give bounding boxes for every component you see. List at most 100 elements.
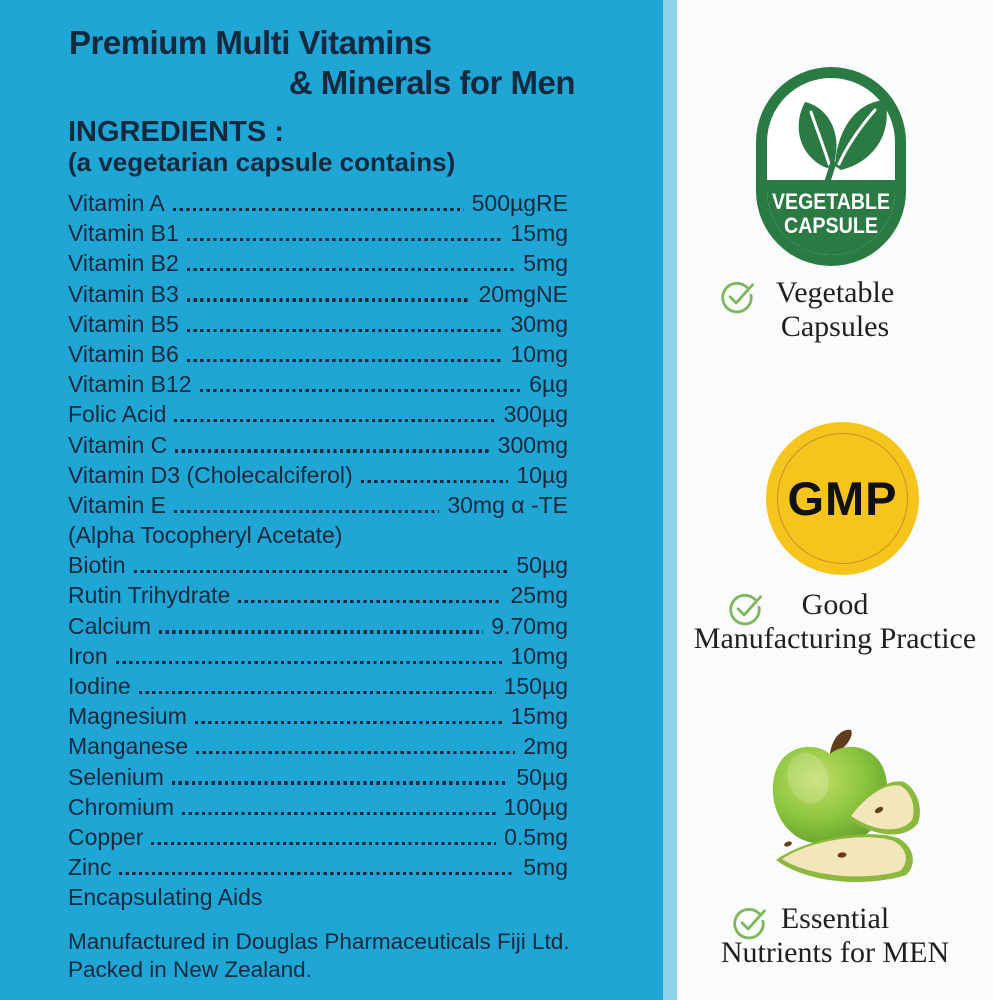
manufacturer-line: Manufactured in Douglas Pharmaceuticals …	[68, 929, 570, 954]
dotted-leader	[186, 268, 516, 272]
ingredient-name: Folic Acid	[68, 401, 167, 428]
gmp-inner-ring	[777, 433, 908, 564]
ingredient-row: Selenium 50µg	[68, 762, 568, 792]
ingredient-value: 30mg α -TE	[447, 491, 568, 518]
dotted-leader	[186, 328, 503, 332]
apple-slice	[848, 781, 920, 835]
ingredient-value: 50µg	[516, 552, 568, 579]
caption-line2: Manufacturing Practice	[693, 622, 977, 655]
ingredient-row: Biotin 50µg	[68, 550, 568, 580]
leaves-icon	[798, 100, 887, 186]
ingredient-name: Vitamin E	[68, 491, 167, 518]
ingredient-value: 100µg	[503, 793, 568, 820]
caption-line1: Vegetable	[775, 276, 895, 309]
caption-line2: Nutrients for MEN	[720, 936, 950, 969]
ingredient-name: Vitamin B5	[68, 310, 179, 337]
caption-line1: Good	[801, 588, 869, 621]
ingredient-row: Vitamin D3 (Cholecalciferol) 10µg	[68, 460, 568, 490]
dotted-leader	[238, 600, 503, 604]
dotted-leader	[186, 298, 471, 302]
ingredient-row: Vitamin B1 15mg	[68, 218, 568, 248]
caption-line1: Essential	[780, 902, 890, 935]
ingredient-row: Manganese 2mg	[68, 731, 568, 761]
dotted-leader	[138, 690, 496, 694]
ingredient-name: Magnesium	[68, 703, 187, 730]
ingredient-name: (Alpha Tocopheryl Acetate)	[68, 522, 343, 549]
ingredient-name: Manganese	[68, 733, 189, 760]
apple-slice	[776, 834, 913, 883]
ingredient-name: Vitamin B3	[68, 280, 179, 307]
ingredient-name: Vitamin A	[68, 190, 165, 216]
dotted-leader	[171, 781, 509, 785]
ingredient-row: Vitamin E 30mg α -TE	[68, 490, 568, 520]
ingredient-row: Copper 0.5mg	[68, 822, 568, 852]
dotted-leader	[175, 449, 490, 453]
gmp-badge-icon: GMP	[766, 422, 919, 575]
ingredient-value: 50µg	[516, 763, 568, 790]
logo-text-line2: CAPSULE	[784, 213, 878, 238]
check-icon	[729, 594, 762, 626]
ingredient-value: 10µg	[516, 461, 568, 488]
ingredient-row: Iodine 150µg	[68, 671, 568, 701]
ingredient-name: Vitamin B6	[68, 340, 179, 367]
check-icon	[721, 282, 754, 314]
dotted-leader	[194, 721, 503, 725]
ingredient-value: 15mg	[510, 220, 568, 247]
packed-line: Packed in New Zealand.	[68, 957, 312, 982]
ingredient-name: Selenium	[68, 763, 164, 790]
ingredient-value: 2mg	[523, 733, 568, 760]
ingredient-name: Biotin	[68, 552, 126, 579]
ingredient-value: 9.70mg	[491, 612, 568, 639]
ingredient-row: Magnesium 15mg	[68, 701, 568, 731]
dotted-leader	[186, 238, 503, 242]
apple-icon	[772, 729, 920, 883]
ingredient-row: Vitamin B12 6µg	[68, 369, 568, 399]
ingredient-row: Vitamin B5 30mg	[68, 309, 568, 339]
ingredient-name: Calcium	[68, 612, 152, 639]
ingredient-value: 25mg	[510, 582, 568, 609]
ingredient-row: Rutin Trihydrate 25mg	[68, 580, 568, 610]
ingredient-row: Calcium 9.70mg	[68, 611, 568, 641]
ingredient-row: Folic Acid 300µg	[68, 399, 568, 429]
ingredient-value: 30mg	[510, 310, 568, 337]
ingredient-value: 300mg	[497, 431, 568, 458]
ingredient-value: 500µgRE	[471, 190, 568, 216]
ingredient-value: 10mg	[510, 642, 568, 669]
ingredient-row: (Alpha Tocopheryl Acetate)	[68, 520, 568, 550]
ingredient-value: 300µg	[503, 401, 568, 428]
ingredient-row: Chromium 100µg	[68, 792, 568, 822]
ingredient-value: 6µg	[529, 371, 568, 398]
dotted-leader	[115, 660, 503, 664]
ingredient-name: Rutin Trihydrate	[68, 582, 231, 609]
dotted-leader	[151, 841, 497, 845]
dotted-leader	[159, 630, 484, 634]
product-title-line1: Premium Multi Vitamins	[69, 24, 432, 61]
dotted-leader	[186, 358, 503, 362]
ingredient-row: Iron 10mg	[68, 641, 568, 671]
ingredients-subheading: (a vegetarian capsule contains)	[68, 147, 456, 177]
caption-vegetable-capsules: Vegetable Capsules	[662, 276, 993, 344]
caption-gmp: Good Manufacturing Practice	[662, 588, 993, 656]
caption-essential-nutrients: Essential Nutrients for MEN	[662, 902, 993, 970]
ingredient-row: Vitamin B3 20mgNE	[68, 279, 568, 309]
ingredient-row: Vitamin B2 5mg	[68, 248, 568, 278]
ingredient-row: Vitamin B6 10mg	[68, 339, 568, 369]
dotted-leader	[174, 419, 496, 423]
ingredient-name: Vitamin D3 (Cholecalciferol)	[68, 461, 353, 488]
ingredient-name: Zinc	[68, 854, 112, 881]
dotted-leader	[133, 570, 509, 574]
ingredient-value: 150µg	[503, 673, 568, 699]
ingredient-value: 0.5mg	[504, 823, 568, 850]
ingredient-value: 20mgNE	[478, 280, 568, 307]
dotted-leader	[182, 811, 496, 815]
ingredient-value: 5mg	[523, 250, 568, 277]
logo-text-line1: VEGETABLE	[772, 189, 890, 214]
ingredient-name: Vitamin B2	[68, 250, 179, 277]
ingredient-value: 10mg	[510, 340, 568, 367]
vegetable-capsule-logo-icon: VEGETABLE CAPSULE	[756, 67, 906, 266]
ingredient-name: Vitamin B1	[68, 220, 179, 247]
ingredient-row: Vitamin A 500µgRE	[68, 188, 568, 218]
dotted-leader	[172, 207, 464, 211]
check-icon	[733, 908, 766, 940]
